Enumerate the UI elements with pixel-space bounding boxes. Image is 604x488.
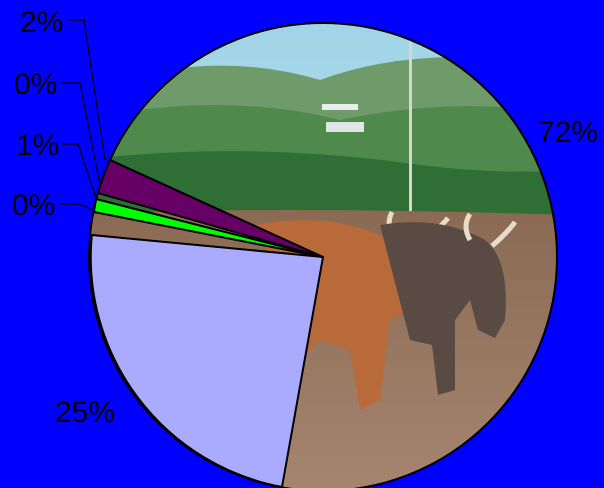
slice-label-72pct: 72%: [538, 116, 598, 149]
leader-lines: [60, 19, 106, 211]
slice-label-1pct: 1%: [16, 129, 59, 162]
leader-line-0pct-top: [62, 82, 101, 186]
slice-label-2pct: 2%: [20, 6, 63, 39]
leader-line-0pct-bottom: [60, 203, 95, 211]
leader-line-2pct: [68, 19, 106, 161]
slice-label-0pct-top: 0%: [14, 68, 57, 101]
pie-slice-25: [89, 233, 325, 488]
leader-line-1pct: [62, 143, 97, 199]
slice-label-25pct: 25%: [55, 396, 115, 429]
pie-outline: [88, 22, 558, 488]
slice-label-0pct-bottom: 0%: [12, 189, 55, 222]
